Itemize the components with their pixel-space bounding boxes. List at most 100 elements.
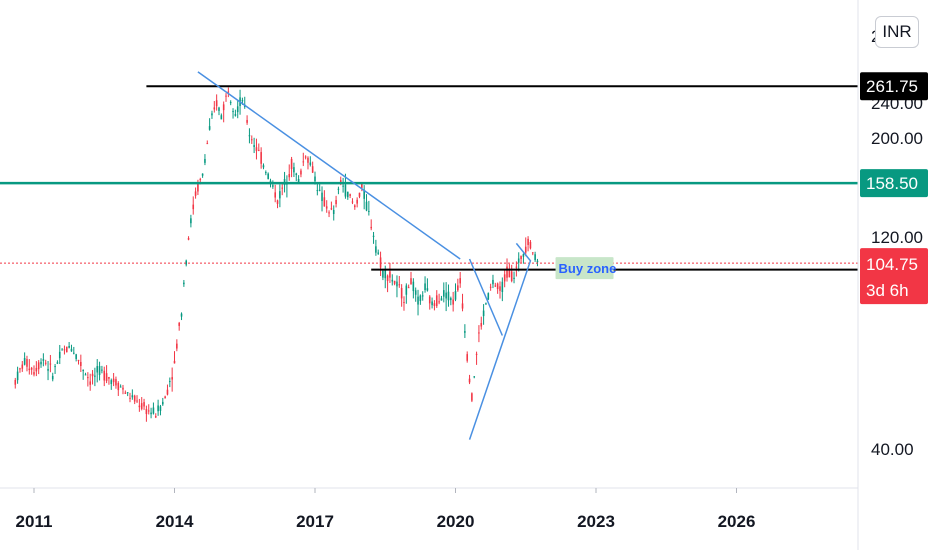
candle-body <box>145 409 148 415</box>
candle-body <box>534 254 536 261</box>
candle-body <box>171 377 173 380</box>
candle-body <box>173 360 176 364</box>
candle-body <box>61 349 63 351</box>
candle-body <box>489 286 492 288</box>
price-series-layer <box>14 87 539 422</box>
candle-body <box>28 368 31 371</box>
candle-body <box>138 405 141 408</box>
candle-body <box>42 359 45 361</box>
candle-body <box>461 303 464 309</box>
candle-body <box>262 165 265 168</box>
candle-body <box>40 361 42 365</box>
candle-body <box>398 284 401 286</box>
candle-body <box>417 296 419 305</box>
candle-body <box>412 281 415 292</box>
candle-body <box>459 278 461 284</box>
buy-zone-label[interactable]: Buy zone <box>559 261 617 276</box>
candle-body <box>297 178 300 185</box>
candle-body <box>480 322 483 327</box>
candle-body <box>454 291 457 300</box>
candle-body <box>457 285 459 291</box>
candle-body <box>178 322 180 326</box>
x-axis-tick-label: 2014 <box>156 512 194 531</box>
candle-body <box>248 135 251 137</box>
currency-selector-button[interactable]: INR <box>875 16 919 48</box>
candle-body <box>232 111 234 113</box>
candle-body <box>403 301 405 303</box>
buy-zone-label-bg[interactable] <box>555 257 614 280</box>
candle-body <box>311 166 314 173</box>
candle-body <box>428 296 431 304</box>
x-axis-tick-label: 2011 <box>16 512 53 531</box>
candle-body <box>87 377 89 379</box>
level-price-tag-label: 158.50 <box>866 174 918 193</box>
candle-body <box>166 389 169 395</box>
candle-body <box>475 353 478 355</box>
candle-body <box>258 149 260 151</box>
candle-body <box>492 279 494 285</box>
candle-body <box>241 100 244 102</box>
candle-body <box>124 392 127 394</box>
candle-body <box>246 119 248 123</box>
candle-body <box>84 374 87 376</box>
candle-body <box>447 291 450 301</box>
candle-body <box>190 218 192 224</box>
candle-body <box>386 275 389 281</box>
candle-body <box>140 403 143 409</box>
candle-body <box>421 295 424 297</box>
candle-body <box>65 346 68 353</box>
candle-body <box>276 200 279 204</box>
candle-body <box>335 199 337 205</box>
candle-body <box>382 270 384 278</box>
candle-body <box>133 395 136 402</box>
wedge-lower-line[interactable] <box>468 258 504 336</box>
candle-body <box>396 281 398 287</box>
candle-body <box>354 205 356 208</box>
candle-body <box>452 299 454 305</box>
candle-body <box>187 238 190 240</box>
candle-body <box>94 375 96 377</box>
candle-body <box>503 274 506 282</box>
candle-body <box>47 368 49 371</box>
candle-body <box>119 386 122 388</box>
candle-body <box>529 241 532 249</box>
candle-body <box>304 156 307 158</box>
candle-body <box>16 371 19 381</box>
candle-body <box>351 201 354 203</box>
candle-body <box>501 281 504 293</box>
candle-body <box>356 199 358 204</box>
annotation-layer: Buy zone <box>555 257 617 280</box>
candle-body <box>424 283 426 291</box>
candle-body <box>506 266 508 278</box>
candle-body <box>73 352 75 354</box>
candle-body <box>295 173 298 175</box>
candle-body <box>520 256 522 260</box>
drawing-lines-layer <box>0 71 858 440</box>
candle-body <box>136 400 138 402</box>
candle-body <box>220 115 223 120</box>
candle-body <box>445 292 447 299</box>
candle-body <box>89 381 91 385</box>
downtrend-line[interactable] <box>197 71 461 260</box>
resistance-price-tag-bg <box>860 72 928 101</box>
candle-body <box>435 295 438 307</box>
candle-body <box>438 301 440 303</box>
candle-body <box>23 358 26 365</box>
candle-body <box>122 387 124 390</box>
candle-body <box>328 212 330 214</box>
candle-body <box>363 189 365 199</box>
candle-body <box>176 343 178 349</box>
candle-body <box>150 412 152 415</box>
candle-body <box>222 104 225 111</box>
candle-body <box>393 280 396 284</box>
candle-body <box>126 392 129 394</box>
candle-body <box>487 293 490 300</box>
candle-body <box>274 192 276 198</box>
level-price-tag: 158.50 <box>860 169 928 198</box>
wedge-upper-line[interactable] <box>468 242 532 440</box>
current-price-tag: 104.75 3d 6h <box>860 248 928 305</box>
candle-body <box>229 102 232 104</box>
